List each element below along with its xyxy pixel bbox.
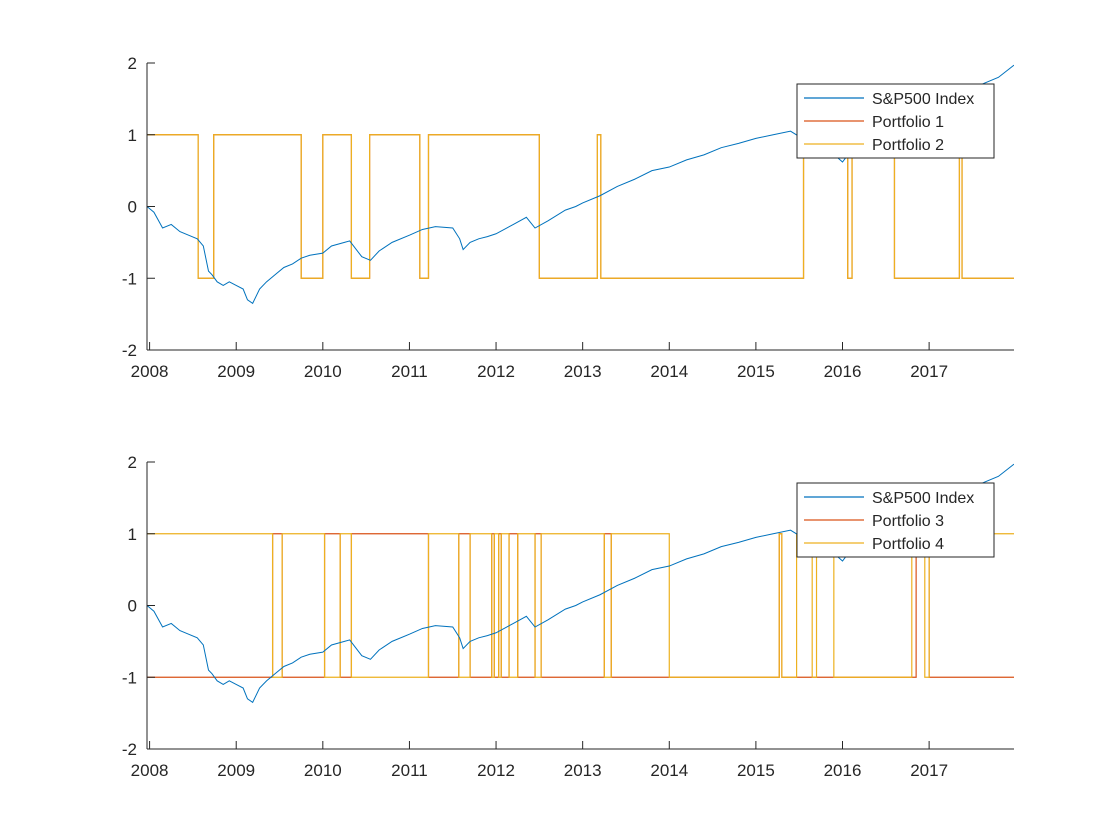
x-tick-label: 2014: [650, 362, 688, 381]
x-tick-label: 2010: [304, 761, 342, 780]
x-tick-label: 2008: [131, 362, 169, 381]
subplot-2: -2 -1 0 1 2 2008 2009 2010 2011 2012 2013 2014 2015 2…: [122, 453, 1014, 780]
x-tick-label: 2015: [737, 761, 775, 780]
legend-label: S&P500 Index: [872, 490, 974, 507]
y-tick-label: -2: [122, 740, 137, 759]
x-tick-label: 2013: [564, 362, 602, 381]
x-tick-label: 2012: [477, 362, 515, 381]
x-tick-label: 2011: [391, 761, 428, 780]
y-tick-label: 1: [128, 126, 137, 145]
x-tick-label: 2017: [910, 362, 948, 381]
y-tick-label: -2: [122, 341, 137, 360]
y-tick-label: 0: [128, 198, 137, 217]
y-tick-label: -1: [122, 269, 137, 288]
x-tick-label: 2016: [824, 362, 862, 381]
subplot-1: -2 -1 0 1 2 2008 2009 2010 2011 2012 2013 2014 2015 2…: [122, 54, 1014, 381]
y-tick-label: 2: [128, 453, 137, 472]
legend-label: Portfolio 2: [872, 137, 944, 154]
x-tick-label: 2009: [217, 761, 255, 780]
legend: S&P500 Index Portfolio 1 Portfolio 2: [796, 83, 995, 159]
y-tick-label: 1: [128, 525, 137, 544]
legend-label: Portfolio 3: [872, 513, 944, 530]
legend: S&P500 Index Portfolio 3 Portfolio 4: [796, 482, 995, 558]
legend-label: S&P500 Index: [872, 91, 974, 108]
y-tick-label: 0: [128, 597, 137, 616]
legend-label: Portfolio 4: [872, 536, 944, 553]
x-tick-label: 2015: [737, 362, 775, 381]
series-line-portfolio-2: [147, 134, 1014, 279]
x-tick-label: 2016: [824, 761, 862, 780]
x-tick-label: 2009: [217, 362, 255, 381]
x-tick-label: 2014: [650, 761, 688, 780]
x-tick-label: 2011: [391, 362, 428, 381]
x-tick-label: 2013: [564, 761, 602, 780]
x-tick-label: 2012: [477, 761, 515, 780]
y-tick-label: -1: [122, 668, 137, 687]
x-tick-label: 2017: [910, 761, 948, 780]
legend-label: Portfolio 1: [872, 114, 944, 131]
x-tick-label: 2008: [131, 761, 169, 780]
series-line-portfolio-4: [147, 533, 1014, 678]
x-tick-label: 2010: [304, 362, 342, 381]
y-tick-label: 2: [128, 54, 137, 73]
